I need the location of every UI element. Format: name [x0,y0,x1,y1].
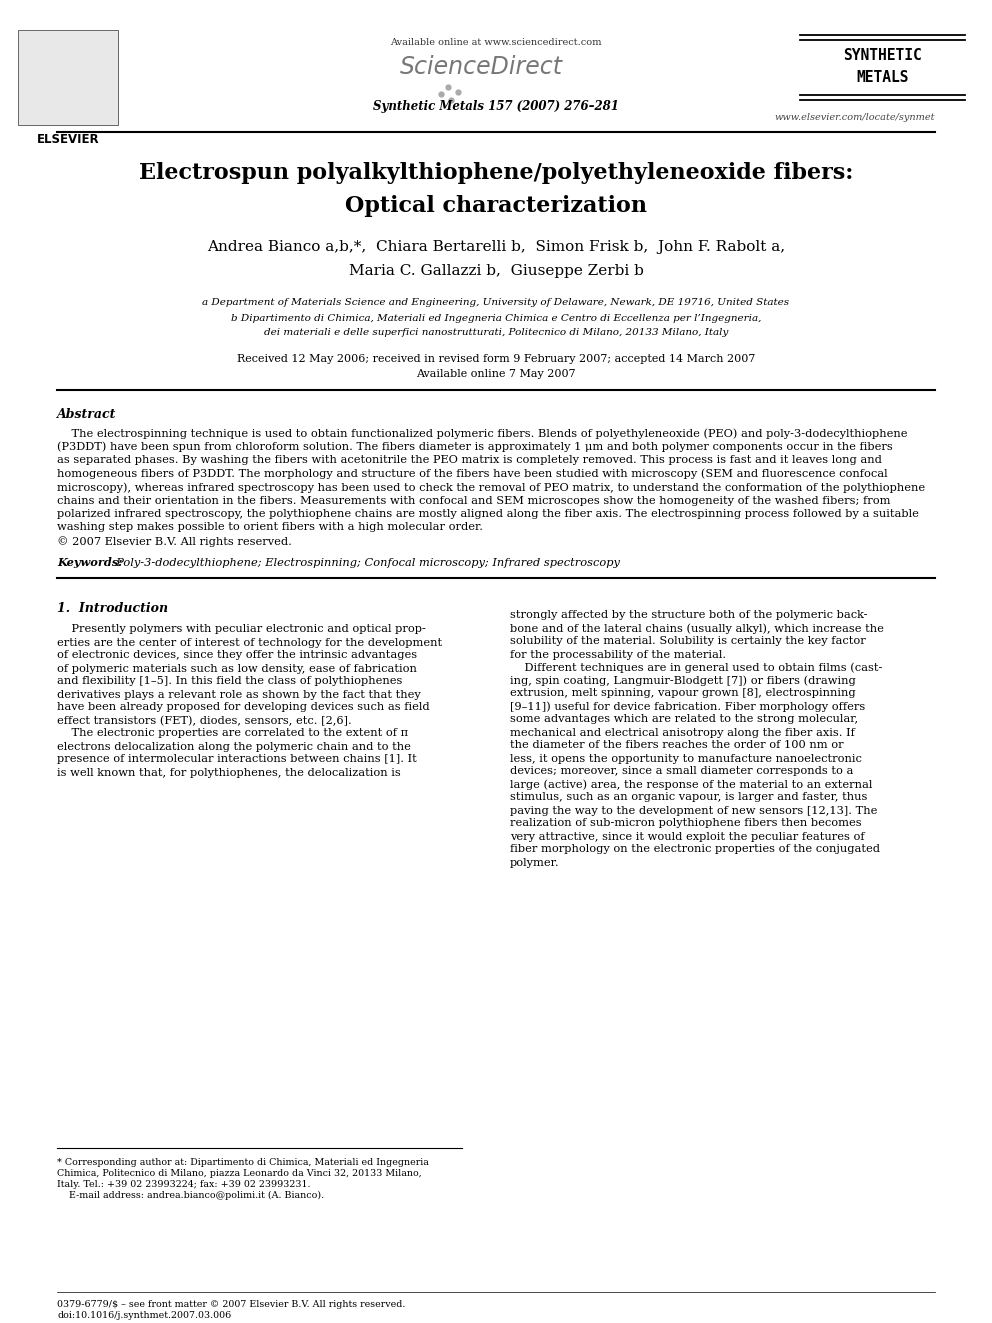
Text: devices; moreover, since a small diameter corresponds to a: devices; moreover, since a small diamete… [510,766,853,777]
Text: Presently polymers with peculiar electronic and optical prop-: Presently polymers with peculiar electro… [57,624,426,635]
Text: less, it opens the opportunity to manufacture nanoelectronic: less, it opens the opportunity to manufa… [510,754,862,763]
Text: solubility of the material. Solubility is certainly the key factor: solubility of the material. Solubility i… [510,636,866,647]
Text: extrusion, melt spinning, vapour grown [8], electrospinning: extrusion, melt spinning, vapour grown [… [510,688,856,699]
Text: www.elsevier.com/locate/synmet: www.elsevier.com/locate/synmet [775,112,935,122]
Text: mechanical and electrical anisotropy along the fiber axis. If: mechanical and electrical anisotropy alo… [510,728,855,737]
Text: ELSEVIER: ELSEVIER [37,134,99,146]
Text: * Corresponding author at: Dipartimento di Chimica, Materiali ed Ingegneria: * Corresponding author at: Dipartimento … [57,1158,429,1167]
Text: Andrea Bianco a,b,*,  Chiara Bertarelli b,  Simon Frisk b,  John F. Rabolt a,: Andrea Bianco a,b,*, Chiara Bertarelli b… [207,239,785,254]
Bar [18,30,118,124]
Text: for the processability of the material.: for the processability of the material. [510,650,726,659]
Text: 0379-6779/$ – see front matter © 2007 Elsevier B.V. All rights reserved.: 0379-6779/$ – see front matter © 2007 El… [57,1301,406,1308]
Text: strongly affected by the structure both of the polymeric back-: strongly affected by the structure both … [510,610,867,620]
Text: ing, spin coating, Langmuir-Blodgett [7]) or fibers (drawing: ing, spin coating, Langmuir-Blodgett [7]… [510,676,856,687]
Text: Electrospun polyalkylthiophene/polyethyleneoxide fibers:: Electrospun polyalkylthiophene/polyethyl… [139,161,853,184]
Text: effect transistors (FET), diodes, sensors, etc. [2,6].: effect transistors (FET), diodes, sensor… [57,716,352,726]
Text: Keywords:: Keywords: [57,557,122,569]
Text: is well known that, for polythiophenes, the delocalization is: is well known that, for polythiophenes, … [57,767,401,778]
Text: The electrospinning technique is used to obtain functionalized polymeric fibers.: The electrospinning technique is used to… [57,429,908,438]
Text: dei materiali e delle superfici nanostrutturati, Politecnico di Milano, 20133 Mi: dei materiali e delle superfici nanostru… [264,328,728,337]
Text: washing step makes possible to orient fibers with a high molecular order.: washing step makes possible to orient fi… [57,523,483,532]
Text: 1.  Introduction: 1. Introduction [57,602,168,615]
Text: of polymeric materials such as low density, ease of fabrication: of polymeric materials such as low densi… [57,664,417,673]
Text: as separated phases. By washing the fibers with acetonitrile the PEO matrix is c: as separated phases. By washing the fibe… [57,455,882,464]
Text: fiber morphology on the electronic properties of the conjugated: fiber morphology on the electronic prope… [510,844,880,855]
Text: have been already proposed for developing devices such as field: have been already proposed for developin… [57,703,430,713]
Text: bone and of the lateral chains (usually alkyl), which increase the: bone and of the lateral chains (usually … [510,623,884,634]
Text: Chimica, Politecnico di Milano, piazza Leonardo da Vinci 32, 20133 Milano,: Chimica, Politecnico di Milano, piazza L… [57,1170,422,1177]
Text: paving the way to the development of new sensors [12,13]. The: paving the way to the development of new… [510,806,877,815]
Text: Synthetic Metals 157 (2007) 276–281: Synthetic Metals 157 (2007) 276–281 [373,101,619,112]
Text: the diameter of the fibers reaches the order of 100 nm or: the diameter of the fibers reaches the o… [510,741,843,750]
Text: realization of sub-micron polythiophene fibers then becomes: realization of sub-micron polythiophene … [510,819,862,828]
Text: microscopy), whereas infrared spectroscopy has been used to check the removal of: microscopy), whereas infrared spectrosco… [57,482,926,492]
Text: METALS: METALS [856,70,909,85]
Text: [9–11]) useful for device fabrication. Fiber morphology offers: [9–11]) useful for device fabrication. F… [510,701,865,712]
Text: polarized infrared spectroscopy, the polythiophene chains are mostly aligned alo: polarized infrared spectroscopy, the pol… [57,509,919,519]
Text: a Department of Materials Science and Engineering, University of Delaware, Newar: a Department of Materials Science and En… [202,298,790,307]
Text: polymer.: polymer. [510,857,559,868]
Text: chains and their orientation in the fibers. Measurements with confocal and SEM m: chains and their orientation in the fibe… [57,496,891,505]
Text: Maria C. Gallazzi b,  Giuseppe Zerbi b: Maria C. Gallazzi b, Giuseppe Zerbi b [348,265,644,278]
Text: Different techniques are in general used to obtain films (cast-: Different techniques are in general used… [510,663,882,673]
Text: E-mail address: andrea.bianco@polimi.it (A. Bianco).: E-mail address: andrea.bianco@polimi.it … [57,1191,324,1200]
Text: electrons delocalization along the polymeric chain and to the: electrons delocalization along the polym… [57,741,411,751]
Text: erties are the center of interest of technology for the development: erties are the center of interest of tec… [57,638,442,647]
Text: Optical characterization: Optical characterization [345,194,647,217]
Text: Poly-3-dodecylthiophene; Electrospinning; Confocal microscopy; Infrared spectros: Poly-3-dodecylthiophene; Electrospinning… [109,557,620,568]
Text: ScienceDirect: ScienceDirect [400,56,562,79]
Text: presence of intermolecular interactions between chains [1]. It: presence of intermolecular interactions … [57,754,417,765]
Text: homogeneous fibers of P3DDT. The morphology and structure of the fibers have bee: homogeneous fibers of P3DDT. The morphol… [57,468,888,479]
Text: Available online at www.sciencedirect.com: Available online at www.sciencedirect.co… [390,38,602,48]
Text: and flexibility [1–5]. In this field the class of polythiophenes: and flexibility [1–5]. In this field the… [57,676,403,687]
Text: Available online 7 May 2007: Available online 7 May 2007 [417,369,575,378]
Text: b Dipartimento di Chimica, Materiali ed Ingegneria Chimica e Centro di Eccellenz: b Dipartimento di Chimica, Materiali ed … [231,314,761,323]
Text: stimulus, such as an organic vapour, is larger and faster, thus: stimulus, such as an organic vapour, is … [510,792,867,803]
Text: very attractive, since it would exploit the peculiar features of: very attractive, since it would exploit … [510,831,865,841]
Text: of electronic devices, since they offer the intrinsic advantages: of electronic devices, since they offer … [57,651,417,660]
Text: (P3DDT) have been spun from chloroform solution. The fibers diameter is approxim: (P3DDT) have been spun from chloroform s… [57,442,893,452]
Text: SYNTHETIC: SYNTHETIC [843,48,922,64]
Text: some advantages which are related to the strong molecular,: some advantages which are related to the… [510,714,858,725]
Text: doi:10.1016/j.synthmet.2007.03.006: doi:10.1016/j.synthmet.2007.03.006 [57,1311,231,1320]
Text: derivatives plays a relevant role as shown by the fact that they: derivatives plays a relevant role as sho… [57,689,421,700]
Text: © 2007 Elsevier B.V. All rights reserved.: © 2007 Elsevier B.V. All rights reserved… [57,536,292,546]
Text: The electronic properties are correlated to the extent of π: The electronic properties are correlated… [57,729,408,738]
Text: Received 12 May 2006; received in revised form 9 February 2007; accepted 14 Marc: Received 12 May 2006; received in revise… [237,355,755,364]
Text: Abstract: Abstract [57,407,116,421]
Text: Italy. Tel.: +39 02 23993224; fax: +39 02 23993231.: Italy. Tel.: +39 02 23993224; fax: +39 0… [57,1180,310,1189]
Text: large (active) area, the response of the material to an external: large (active) area, the response of the… [510,779,872,790]
